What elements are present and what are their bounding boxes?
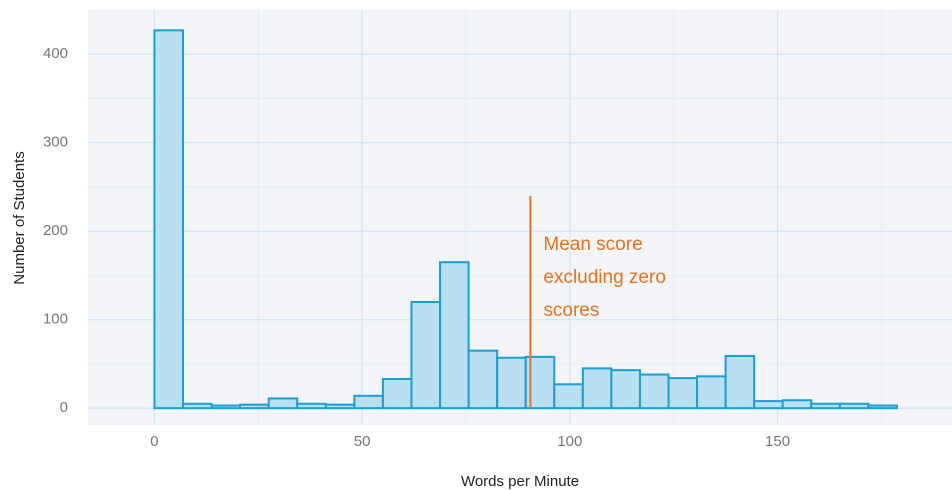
bar [638,373,670,410]
annotation: scores [543,300,599,321]
bar [553,383,584,410]
bar [239,403,270,410]
bar [353,394,384,410]
bar [496,356,527,410]
bar [267,397,299,410]
bar [724,354,756,410]
bar [610,369,641,410]
bar [324,403,356,410]
bar [439,261,470,410]
bar [838,402,870,410]
bar [210,404,242,410]
y-tick-label: 300 [43,134,68,151]
bar [182,402,213,410]
bar [410,301,442,410]
plot-panel [88,10,952,425]
x-tick-label: 50 [354,433,371,450]
bar [667,377,699,410]
y-axis-label: Number of Students [11,151,28,284]
annotation: Mean score [543,234,642,255]
y-tick-label: 400 [43,45,68,62]
bar [296,402,327,410]
bar [810,402,841,410]
annotation: excluding zero [543,267,666,288]
y-tick-label: 200 [43,222,68,239]
x-tick-label: 100 [557,433,582,450]
bar [381,377,413,410]
x-axis-label: Words per Minute [461,473,579,490]
y-tick-label: 100 [43,311,68,328]
x-tick-label: 150 [765,433,790,450]
bar [153,29,185,410]
bar [781,399,813,410]
bar [696,375,727,410]
bar [467,349,499,410]
bar [581,367,613,410]
bar [867,404,898,410]
y-tick-label: 0 [60,399,68,416]
x-tick-label: 0 [150,433,158,450]
bar [753,400,784,410]
